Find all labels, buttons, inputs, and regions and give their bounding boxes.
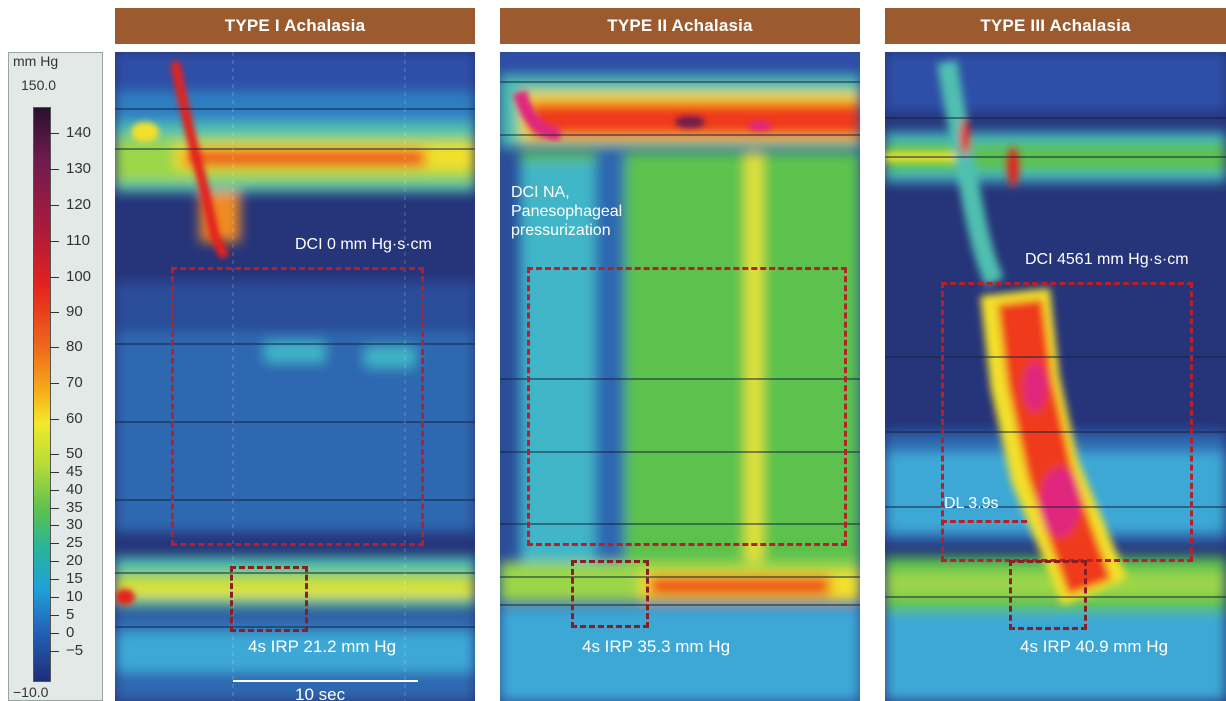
scale-tick-label: 5 xyxy=(66,606,75,623)
dci-label-line-3: pressurization xyxy=(511,222,611,239)
scale-gradient-bar xyxy=(33,107,51,682)
panel-title-type-2: TYPE II Achalasia xyxy=(500,8,860,44)
scale-tick-label: 60 xyxy=(66,410,83,427)
dl-marker-line xyxy=(941,520,1027,523)
panel-title-type-1: TYPE I Achalasia xyxy=(115,8,475,44)
scale-unit-label: mm Hg xyxy=(13,53,59,69)
scale-tick-label: 70 xyxy=(66,374,83,391)
dci-measurement-box xyxy=(171,267,424,546)
irp-label: 4s IRP 40.9 mm Hg xyxy=(1020,637,1169,656)
scale-tick-label: 30 xyxy=(66,516,83,533)
scale-tick-label: 130 xyxy=(66,160,92,177)
time-scale-label: 10 sec xyxy=(295,685,346,701)
pressure-topography-type-3: DCI 4561 mm Hg·s·cm DL 3.9s 4s IRP 40.9 … xyxy=(885,52,1226,701)
topography-plot-2 xyxy=(500,52,860,701)
scale-tick-label: 20 xyxy=(66,552,83,569)
dci-label: DCI NA, xyxy=(511,184,570,201)
scale-tick-label: 15 xyxy=(66,570,83,587)
topography-plot-1 xyxy=(115,52,475,701)
topography-plot-3 xyxy=(885,52,1226,701)
scale-tick-label: 140 xyxy=(66,124,92,141)
scale-tick-label: 45 xyxy=(66,463,83,480)
scale-min-label: −10.0 xyxy=(13,684,49,700)
scale-tick-label: 0 xyxy=(66,624,75,641)
dl-label: DL 3.9s xyxy=(944,495,999,512)
scale-tick-label: 40 xyxy=(66,481,83,498)
scale-tick-label: 110 xyxy=(66,232,90,249)
scale-tick-label: 80 xyxy=(66,338,83,355)
dci-measurement-box xyxy=(527,267,847,546)
dci-label: DCI 0 mm Hg·s·cm xyxy=(295,236,432,253)
scale-tick-label: 100 xyxy=(66,268,92,285)
scale-tick-label: 10 xyxy=(66,588,83,605)
dci-label: DCI 4561 mm Hg·s·cm xyxy=(1025,251,1189,268)
scale-tick-label: 50 xyxy=(66,445,83,462)
pressure-color-scale: mm Hg 150.0 140 130 120 110 100 90 80 70 60 50 45 4… xyxy=(8,52,103,701)
dci-label-line-2: Panesophageal xyxy=(511,203,623,220)
panel-title-type-3: TYPE III Achalasia xyxy=(885,8,1226,44)
scale-tick-label: 90 xyxy=(66,303,83,320)
irp-measurement-box xyxy=(230,566,308,632)
irp-label: 4s IRP 21.2 mm Hg xyxy=(248,637,397,656)
scale-tick-label: 120 xyxy=(66,196,92,213)
irp-measurement-box xyxy=(1009,560,1087,630)
time-scale-bar xyxy=(233,680,418,682)
scale-tick-label: −5 xyxy=(66,642,84,659)
scale-tick-label: 35 xyxy=(66,499,83,516)
scale-tick-label: 25 xyxy=(66,534,83,551)
scale-max-label: 150.0 xyxy=(21,77,57,93)
irp-measurement-box xyxy=(571,560,649,628)
irp-label: 4s IRP 35.3 mm Hg xyxy=(582,637,731,656)
pressure-topography-type-2: DCI NA, Panesophageal pressurization 4s … xyxy=(500,52,860,701)
pressure-topography-type-1: DCI 0 mm Hg·s·cm 4s IRP 21.2 mm Hg 10 se… xyxy=(115,52,475,701)
